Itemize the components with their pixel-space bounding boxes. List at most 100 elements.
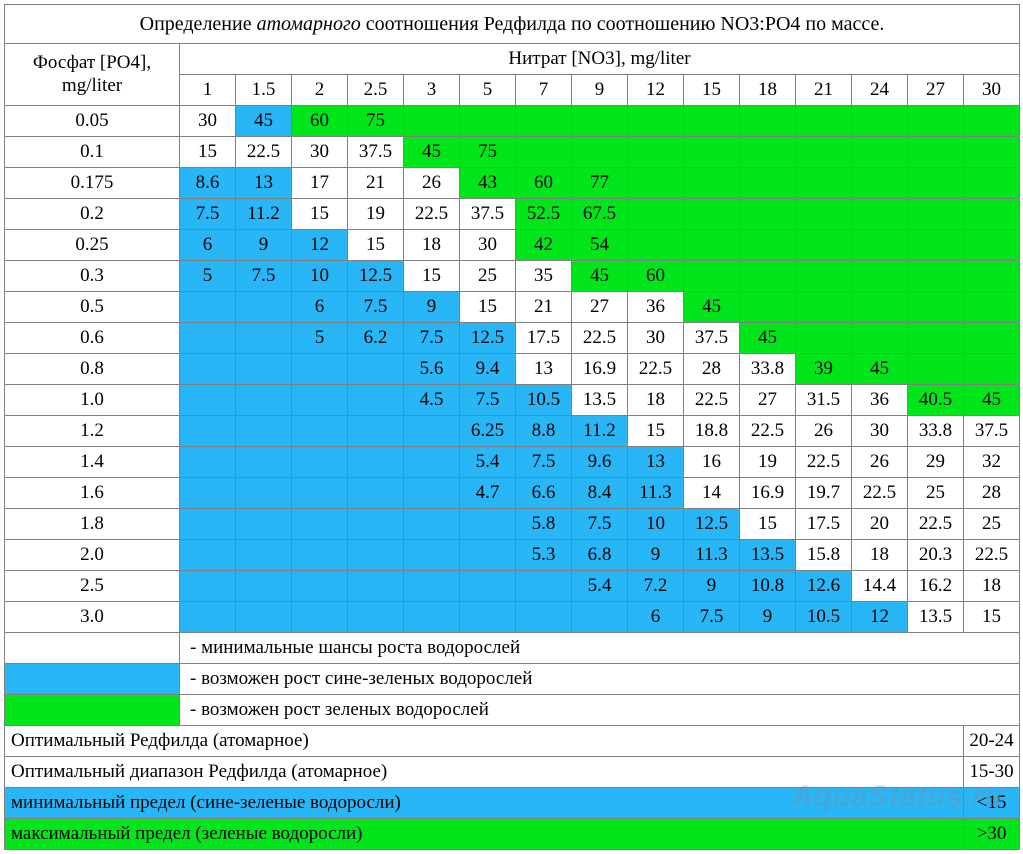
data-cell: [684, 106, 740, 137]
data-cell: 7.5: [684, 602, 740, 633]
data-cell: [796, 168, 852, 199]
data-cell: 22.5: [628, 354, 684, 385]
data-cell: 9: [404, 292, 460, 323]
data-cell: 30: [292, 137, 348, 168]
nitrate-col-header: 12: [628, 75, 684, 106]
data-cell: 5: [180, 261, 236, 292]
phosphate-row-header: 1.6: [5, 478, 180, 509]
data-cell: 30: [180, 106, 236, 137]
data-cell: [852, 137, 908, 168]
table-row: 0.1758.613172126436077: [5, 168, 1020, 199]
nitrate-col-header: 15: [684, 75, 740, 106]
data-cell: [572, 137, 628, 168]
header-row-1: Фосфат [PO4],mg/liter Нитрат [NO3], mg/l…: [5, 44, 1020, 75]
legend-swatch-green: [5, 695, 180, 726]
data-cell: [180, 509, 236, 540]
data-cell: [572, 602, 628, 633]
data-cell: 5.8: [516, 509, 572, 540]
data-cell: [516, 602, 572, 633]
data-cell: 8.4: [572, 478, 628, 509]
data-cell: [236, 571, 292, 602]
data-cell: 22.5: [404, 199, 460, 230]
nitrate-col-header: 27: [908, 75, 964, 106]
table-row: 0.27.511.2151922.537.552.567.5: [5, 199, 1020, 230]
data-cell: [964, 261, 1020, 292]
data-cell: [964, 230, 1020, 261]
table-row: 1.04.57.510.513.51822.52731.53640.545: [5, 385, 1020, 416]
data-cell: 13.5: [572, 385, 628, 416]
data-cell: [348, 602, 404, 633]
table-row: 0.357.51012.51525354560: [5, 261, 1020, 292]
data-cell: [964, 137, 1020, 168]
data-cell: 33.8: [908, 416, 964, 447]
legend-row-white: - минимальные шансы роста водорослей: [5, 633, 1020, 664]
footer-body: Оптимальный Редфилда (атомарное)20-24Опт…: [5, 726, 1020, 850]
data-cell: [404, 602, 460, 633]
table-row: 0.11522.53037.54575: [5, 137, 1020, 168]
data-cell: 22.5: [572, 323, 628, 354]
data-cell: [180, 478, 236, 509]
table-row: 0.656.27.512.517.522.53037.545: [5, 323, 1020, 354]
data-cell: [236, 292, 292, 323]
table-row: 0.85.69.41316.922.52833.83945: [5, 354, 1020, 385]
phosphate-row-header: 2.5: [5, 571, 180, 602]
data-cell: [852, 168, 908, 199]
data-cell: 45: [236, 106, 292, 137]
nitrate-col-header: 2: [292, 75, 348, 106]
data-cell: 12: [292, 230, 348, 261]
data-cell: 30: [460, 230, 516, 261]
data-cell: [684, 199, 740, 230]
data-cell: 22.5: [964, 540, 1020, 571]
data-cell: [236, 602, 292, 633]
data-cell: [292, 478, 348, 509]
data-cell: 7.2: [628, 571, 684, 602]
data-cell: 7.5: [460, 385, 516, 416]
data-cell: 14: [684, 478, 740, 509]
data-cell: [180, 447, 236, 478]
data-cell: 29: [908, 447, 964, 478]
table-row: 0.0530456075: [5, 106, 1020, 137]
phosphate-row-header: 1.2: [5, 416, 180, 447]
data-cell: 15: [292, 199, 348, 230]
nitrate-col-header: 1: [180, 75, 236, 106]
data-cell: [908, 199, 964, 230]
data-cell: 10.5: [796, 602, 852, 633]
data-cell: [404, 540, 460, 571]
legend-text-blue: - возможен рост сине-зеленых водорослей: [180, 664, 1020, 695]
data-cell: [236, 478, 292, 509]
data-cell: 6.25: [460, 416, 516, 447]
data-cell: 15: [740, 509, 796, 540]
data-cell: [796, 230, 852, 261]
data-cell: 10.8: [740, 571, 796, 602]
table-row: 0.2569121518304254: [5, 230, 1020, 261]
data-cell: [684, 261, 740, 292]
data-cell: 36: [852, 385, 908, 416]
data-cell: [908, 261, 964, 292]
data-cell: 15: [628, 416, 684, 447]
data-cell: [740, 199, 796, 230]
nitrate-header: Нитрат [NO3], mg/liter: [180, 44, 1020, 75]
data-cell: [964, 106, 1020, 137]
nitrate-col-header: 30: [964, 75, 1020, 106]
data-cell: [572, 106, 628, 137]
nitrate-col-header: 5: [460, 75, 516, 106]
data-cell: [684, 230, 740, 261]
data-cell: [292, 540, 348, 571]
data-cell: 33.8: [740, 354, 796, 385]
data-cell: [292, 602, 348, 633]
data-cell: [852, 230, 908, 261]
data-cell: 17.5: [796, 509, 852, 540]
data-cell: 19: [348, 199, 404, 230]
data-cell: [348, 354, 404, 385]
data-cell: [348, 478, 404, 509]
data-cell: 22.5: [740, 416, 796, 447]
data-cell: [908, 292, 964, 323]
data-cell: [236, 447, 292, 478]
nitrate-col-header: 21: [796, 75, 852, 106]
data-cell: [852, 261, 908, 292]
data-cell: [180, 416, 236, 447]
data-cell: 10: [628, 509, 684, 540]
data-cell: [348, 540, 404, 571]
data-cell: [460, 509, 516, 540]
table-row: 2.05.36.8911.313.515.81820.322.5: [5, 540, 1020, 571]
